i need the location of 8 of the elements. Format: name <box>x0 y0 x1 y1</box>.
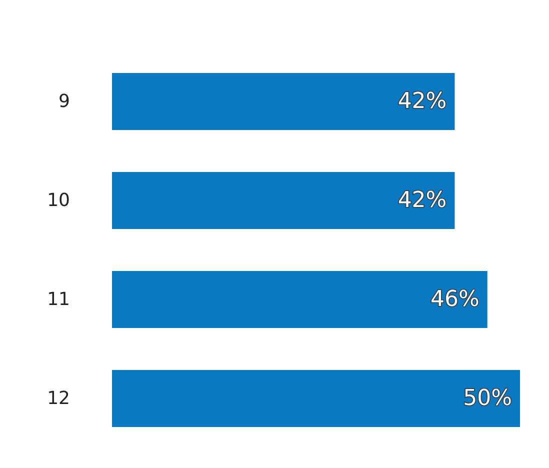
y-tick-label: 10 <box>47 190 70 211</box>
data-label: 42% <box>398 188 447 213</box>
y-tick-label: 11 <box>47 289 70 310</box>
data-label: 50% <box>463 386 512 411</box>
y-tick-label: 9 <box>58 91 70 112</box>
y-tick-label: 12 <box>47 388 70 409</box>
data-label: 42% <box>398 89 447 114</box>
data-label: 46% <box>430 287 480 312</box>
